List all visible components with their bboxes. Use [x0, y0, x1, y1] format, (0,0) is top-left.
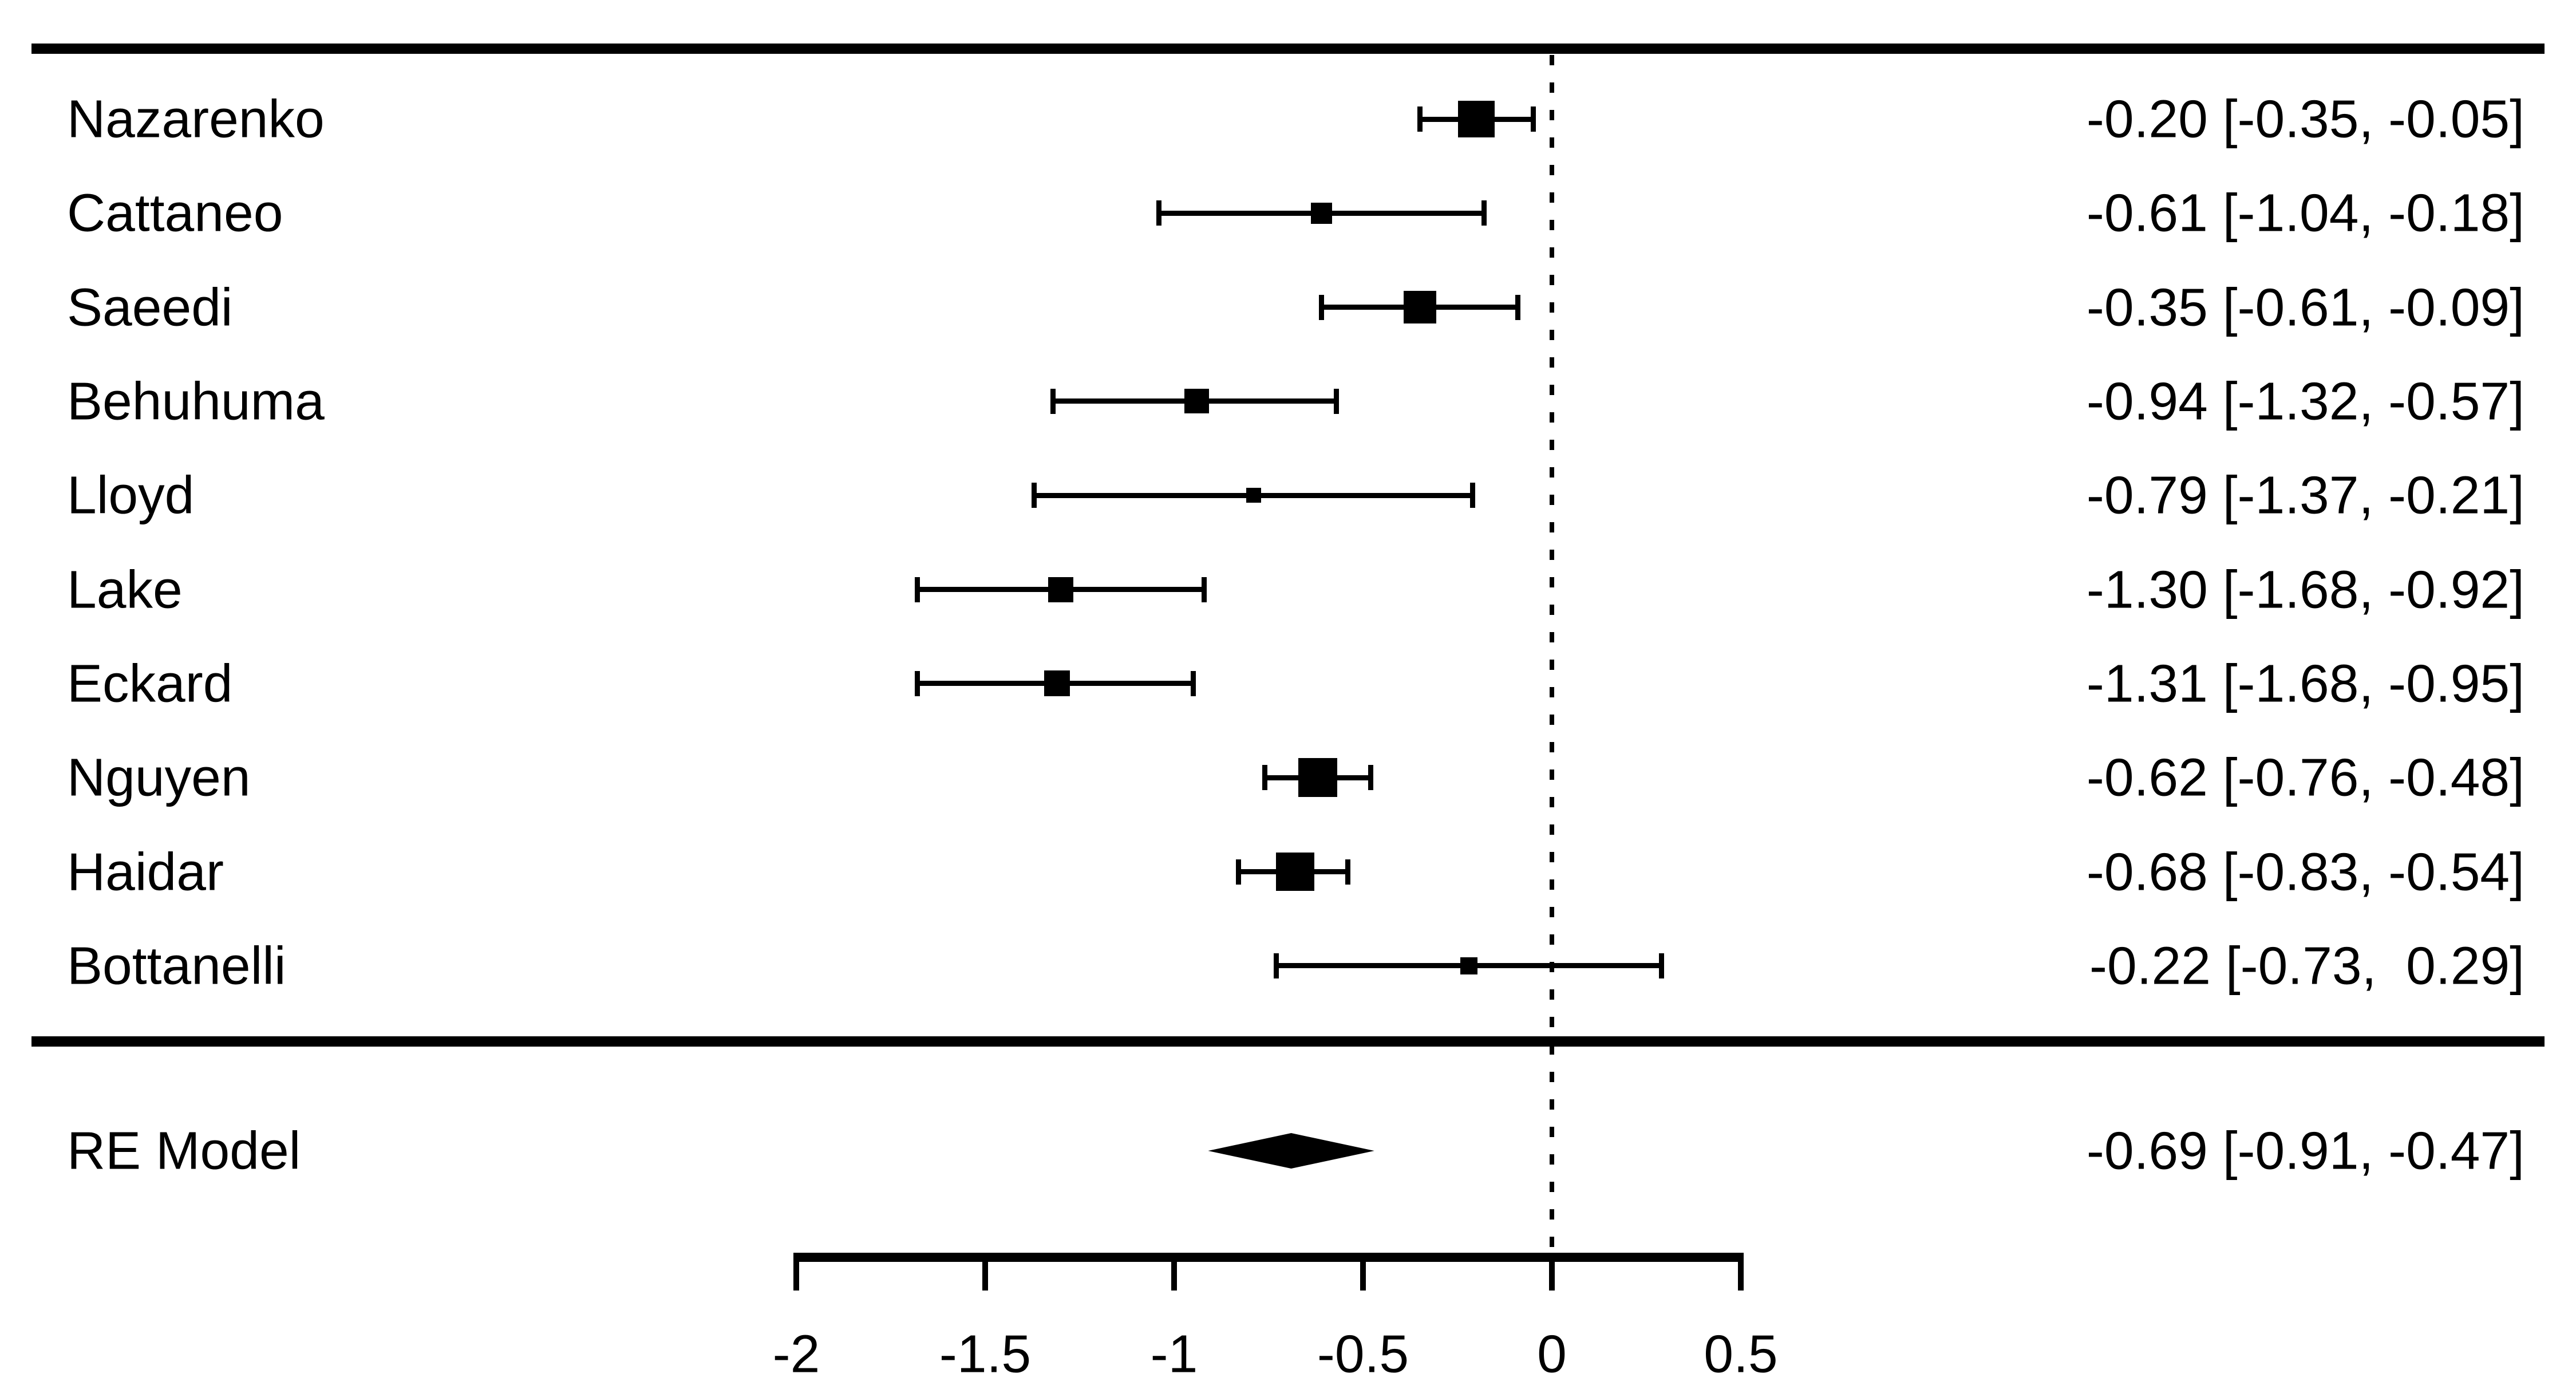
ci-cap-right	[1530, 106, 1536, 132]
summary-separator-rule	[31, 1036, 2545, 1047]
summary-diamond	[1208, 1133, 1374, 1169]
effect-square	[1310, 202, 1332, 224]
x-axis-tick-label: -0.5	[1317, 1324, 1409, 1384]
ci-cap-left	[1417, 106, 1423, 132]
x-axis-line	[793, 1253, 1744, 1262]
ci-cap-right	[1658, 953, 1664, 978]
study-annotation: -0.79 [-1.37, -0.21]	[2086, 465, 2524, 525]
ci-cap-left	[914, 577, 920, 602]
x-axis-tick-mark	[1171, 1261, 1177, 1291]
study-annotation: -0.62 [-0.76, -0.48]	[2086, 747, 2524, 807]
x-axis-tick-mark	[982, 1261, 988, 1291]
study-label: Haidar	[67, 842, 224, 902]
ci-cap-left	[1235, 859, 1241, 885]
ci-cap-right	[1345, 859, 1351, 885]
ci-cap-right	[1515, 294, 1521, 320]
ci-cap-left	[1262, 765, 1267, 791]
study-label: Cattaneo	[67, 183, 283, 243]
study-label: Nazarenko	[67, 89, 325, 149]
study-label: Lake	[67, 559, 183, 619]
effect-square	[1298, 758, 1337, 798]
zero-reference-line	[1550, 55, 1554, 1253]
x-axis-tick-label: -1	[1150, 1324, 1198, 1384]
x-axis-tick-mark	[1549, 1261, 1555, 1291]
effect-square	[1275, 853, 1314, 891]
study-annotation: -1.31 [-1.68, -0.95]	[2086, 653, 2524, 713]
study-label: Saeedi	[67, 277, 233, 337]
ci-cap-left	[1273, 953, 1279, 978]
ci-cap-left	[1050, 388, 1056, 414]
study-label: Eckard	[67, 653, 233, 713]
x-axis-tick-label: -2	[772, 1324, 820, 1384]
summary-annotation: -0.69 [-0.91, -0.47]	[2086, 1120, 2524, 1181]
ci-cap-right	[1202, 577, 1207, 602]
effect-square	[1246, 488, 1261, 503]
study-annotation: -0.61 [-1.04, -0.18]	[2086, 183, 2524, 243]
study-annotation: -0.68 [-0.83, -0.54]	[2086, 842, 2524, 902]
ci-cap-right	[1368, 765, 1373, 791]
x-axis-tick-label: -1.5	[939, 1324, 1032, 1384]
study-annotation: -1.30 [-1.68, -0.92]	[2086, 559, 2524, 619]
study-label: Nguyen	[67, 747, 251, 807]
ci-cap-right	[1334, 388, 1340, 414]
x-axis-tick-mark	[1360, 1261, 1366, 1291]
effect-square	[1044, 670, 1070, 697]
effect-square	[1460, 957, 1477, 974]
summary-label: RE Model	[67, 1120, 301, 1181]
top-rule	[31, 44, 2545, 54]
effect-square	[1403, 291, 1436, 324]
ci-cap-right	[1190, 670, 1196, 696]
ci-cap-right	[1469, 483, 1475, 508]
ci-cap-right	[1481, 200, 1487, 226]
effect-square	[1048, 577, 1073, 602]
study-annotation: -0.35 [-0.61, -0.09]	[2086, 277, 2524, 337]
ci-cap-left	[1032, 483, 1037, 508]
study-annotation: -0.94 [-1.32, -0.57]	[2086, 371, 2524, 431]
ci-cap-left	[914, 670, 920, 696]
ci-cap-left	[1156, 200, 1162, 226]
x-axis-tick-mark	[1738, 1261, 1744, 1291]
study-label: Behuhuma	[67, 371, 325, 431]
ci-cap-left	[1318, 294, 1324, 320]
x-axis-tick-mark	[793, 1261, 799, 1291]
study-label: Lloyd	[67, 465, 195, 525]
effect-square	[1184, 389, 1210, 414]
study-annotation: -0.20 [-0.35, -0.05]	[2086, 89, 2524, 149]
x-axis-tick-label: 0.5	[1704, 1324, 1778, 1384]
study-label: Bottanelli	[67, 936, 286, 996]
effect-square	[1458, 101, 1495, 137]
x-axis-tick-label: 0	[1537, 1324, 1567, 1384]
study-annotation: -0.22 [-0.73, 0.29]	[2089, 936, 2524, 996]
